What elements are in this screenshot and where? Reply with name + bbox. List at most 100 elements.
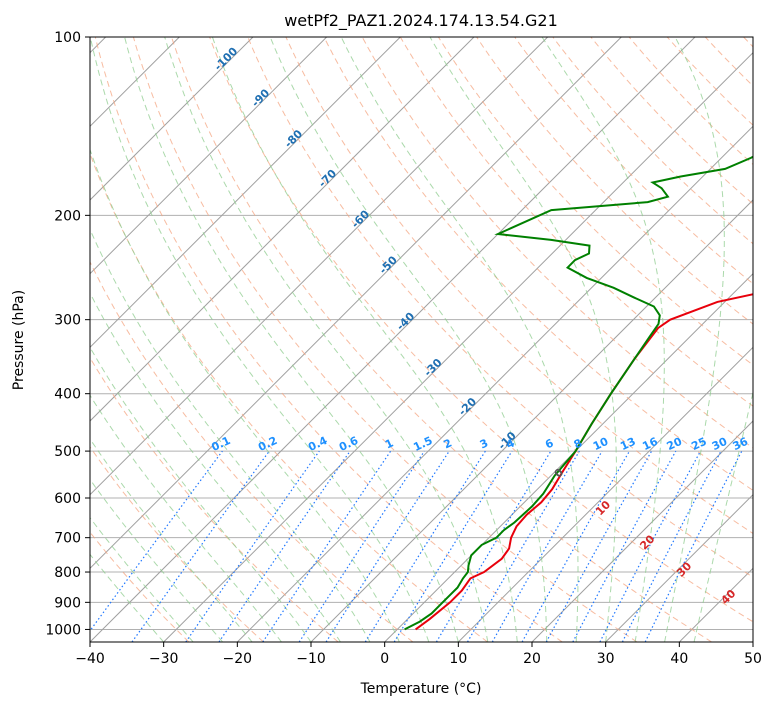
isotherm-line	[90, 37, 696, 642]
mixing-ratio-label: 6	[543, 436, 556, 451]
isotherm-line	[90, 37, 328, 275]
mixing-ratio-line	[185, 450, 320, 642]
moist-adiabat-line	[90, 37, 430, 642]
y-axis-label: Pressure (hPa)	[11, 290, 27, 390]
mixing-ratio-line	[131, 450, 270, 642]
mixing-ratio-line	[262, 450, 392, 642]
mixing-ratio-line	[545, 450, 653, 642]
moist-adiabat-line	[541, 37, 665, 642]
mixing-ratio-line	[218, 450, 351, 642]
y-axis: 100 200 300 400 500 600 700 800 900 1000	[45, 30, 90, 638]
dry-adiabat-line	[94, 37, 563, 642]
isotherm-line	[531, 420, 753, 642]
mixing-ratio-label: 10	[591, 435, 611, 453]
moist-adiabat-line	[90, 148, 400, 642]
isotherm-label: -20	[456, 395, 479, 418]
moist-adiabat-line	[90, 478, 223, 642]
y-tick-label: 400	[54, 387, 81, 403]
moist-adiabat-label: 20	[637, 532, 657, 552]
x-tick-label: 40	[670, 651, 688, 667]
dry-adiabat-line	[90, 260, 414, 642]
isotherm-line	[90, 37, 254, 201]
moist-adiabat-line	[90, 292, 341, 642]
mixing-ratio-label: 25	[689, 435, 708, 453]
moist-adiabat-line	[664, 37, 725, 642]
moist-adiabat-line	[90, 553, 165, 642]
moist-adiabat-line	[90, 394, 282, 642]
isotherm-line	[163, 51, 753, 642]
moist-adiabat-line	[693, 390, 753, 642]
moist-adiabat-line	[164, 37, 489, 642]
isotherm-line	[605, 493, 753, 642]
x-tick-label: 50	[744, 651, 762, 667]
x-tick-label: 20	[523, 651, 541, 667]
isotherm-line	[90, 37, 475, 422]
x-tick-label: −10	[296, 651, 326, 667]
y-tick-label: 800	[54, 565, 81, 581]
y-tick-label: 1000	[45, 622, 81, 638]
mixing-ratio-line	[393, 450, 513, 642]
moist-adiabat-line	[90, 346, 312, 642]
isotherm-line	[752, 641, 753, 642]
dry-adiabat-line	[399, 37, 753, 407]
x-tick-label: −20	[223, 651, 253, 667]
isotherm-line	[384, 272, 753, 642]
dry-adiabat-line	[90, 446, 264, 642]
moist-adiabat-line	[429, 37, 617, 642]
moist-adiabat-line	[90, 228, 371, 642]
mixing-ratio-line	[298, 450, 425, 642]
mixing-ratio-line	[435, 450, 552, 642]
dry-adiabat-line	[323, 37, 753, 491]
x-tick-label: 30	[597, 651, 615, 667]
moist-adiabat-line	[269, 37, 548, 642]
y-tick-label: 500	[54, 444, 81, 460]
dry-adiabat-line	[209, 37, 753, 623]
isotherm-label: -70	[316, 167, 339, 190]
dry-adiabat-line	[90, 531, 190, 642]
mixing-ratio-label: 3	[478, 436, 490, 451]
mixing-ratio-label: 16	[640, 435, 660, 453]
dry-adiabat-line	[743, 37, 753, 48]
y-tick-label: 100	[54, 30, 81, 46]
isotherm-label: -30	[421, 356, 444, 379]
dry-adiabat-line	[666, 37, 753, 126]
isotherm-line	[678, 567, 753, 642]
mixing-ratio-line	[325, 450, 450, 642]
dry-adiabat-line	[590, 37, 753, 205]
x-axis: −40 −30 −20 −10 0 10 20 30 40 50	[75, 642, 762, 667]
mixing-ratio-line	[90, 450, 223, 632]
moist-adiabat-label: 40	[718, 587, 738, 607]
chart-title: wetPf2_PAZ1.2024.174.13.54.G21	[284, 11, 558, 31]
background-lines	[90, 37, 753, 642]
isotherm-line	[90, 37, 401, 349]
moist-adiabat-line	[211, 37, 518, 642]
x-tick-label: −40	[75, 651, 105, 667]
isotherm-label: -90	[249, 86, 272, 109]
temperature-profile	[415, 293, 753, 631]
mixing-ratio-label: 36	[731, 435, 751, 453]
dry-adiabat-line	[90, 152, 488, 642]
mixing-ratio-label: 30	[710, 435, 730, 453]
dry-adiabat-line	[476, 37, 753, 325]
moist-adiabat-line	[124, 37, 459, 642]
dry-adiabat-line	[361, 37, 753, 449]
isotherm-line	[90, 37, 622, 570]
y-tick-label: 700	[54, 531, 81, 547]
y-tick-label: 300	[54, 313, 81, 329]
mixing-ratio-line	[364, 450, 486, 642]
moist-adiabat-label: 10	[593, 498, 613, 518]
x-tick-label: −30	[149, 651, 179, 667]
x-axis-label: Temperature (°C)	[360, 681, 482, 697]
mixing-ratio-label: 20	[665, 435, 685, 453]
mixing-ratio-label: 13	[618, 435, 637, 453]
dry-adiabat-line	[437, 37, 753, 366]
y-tick-label: 900	[54, 595, 81, 611]
x-tick-label: 0	[380, 651, 389, 667]
dewpoint-profile	[404, 155, 753, 631]
moist-adiabat-line	[340, 37, 579, 642]
mixing-ratio-line	[521, 450, 631, 642]
moist-adiabat-line	[90, 516, 194, 642]
series-layer	[404, 155, 753, 631]
isotherm-label: -60	[349, 207, 372, 230]
